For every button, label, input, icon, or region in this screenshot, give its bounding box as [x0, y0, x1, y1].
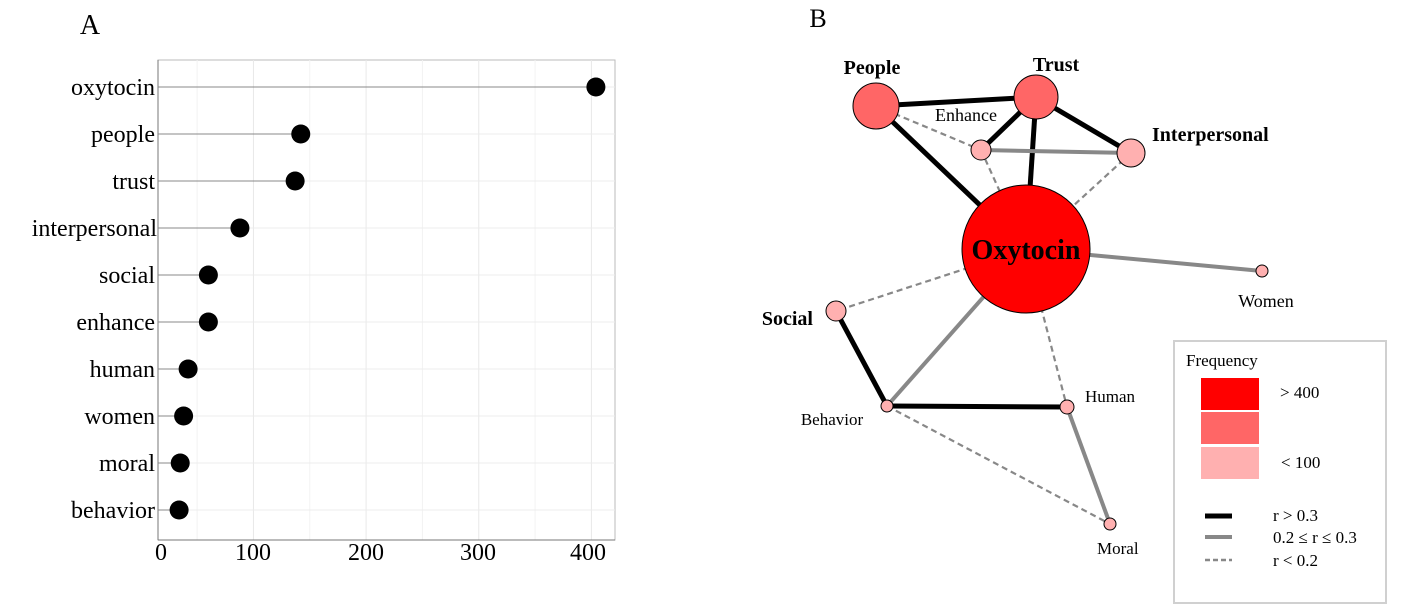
- x-tick-label: 200: [348, 540, 384, 566]
- node-people: [852, 82, 900, 130]
- legend-high-label: > 400: [1280, 383, 1319, 402]
- node-trust: [1013, 74, 1059, 120]
- legend-strong-label: r > 0.3: [1273, 506, 1318, 525]
- node-label-human: Human: [1085, 387, 1136, 406]
- category-label: trust: [112, 169, 155, 195]
- category-label: social: [99, 263, 155, 289]
- node-label-moral: Moral: [1097, 539, 1139, 558]
- node-label-oxytocin: Oxytocin: [972, 235, 1081, 266]
- plot-panel: [157, 59, 616, 541]
- lollipop-point-trust: [285, 171, 305, 191]
- node-label-trust: Trust: [1033, 54, 1080, 76]
- node-label-people: People: [844, 57, 901, 79]
- edge-human-moral: [1065, 406, 1112, 525]
- category-label: interpersonal: [32, 216, 158, 242]
- node-enhance: [970, 139, 992, 161]
- edge-behavior-moral: [886, 405, 1111, 525]
- lollipop-point-human: [178, 359, 198, 379]
- lollipop-point-behavior: [169, 500, 189, 520]
- node-human: [1059, 399, 1075, 415]
- legend-medium-label: 0.2 ≤ r ≤ 0.3: [1273, 528, 1357, 547]
- lollipop-point-social: [198, 265, 218, 285]
- node-moral: [1103, 517, 1117, 531]
- lollipop-point-interpersonal: [230, 218, 250, 238]
- node-label-women: Women: [1238, 291, 1294, 311]
- legend-low-label: < 100: [1281, 453, 1320, 472]
- category-label: women: [84, 404, 155, 430]
- node-label-enhance: Enhance: [935, 105, 997, 125]
- node-label-behavior: Behavior: [801, 410, 864, 429]
- lollipop-point-moral: [170, 453, 190, 473]
- node-interpersonal: [1116, 138, 1146, 168]
- node-label-interpersonal: Interpersonal: [1152, 124, 1269, 146]
- legend-color-low: [1201, 447, 1259, 479]
- legend-color-mid: [1201, 412, 1259, 444]
- network-nodes: People Trust Enhance Interpersonal Oxytocin W…: [762, 54, 1294, 558]
- edge-oxytocin-human: [1024, 248, 1069, 408]
- x-tick-label: 400: [570, 540, 606, 566]
- edge-interpersonal-oxytocin: [1025, 152, 1132, 250]
- node-women: [1255, 264, 1269, 278]
- lollipop-point-people: [291, 124, 311, 144]
- edge-people-trust: [875, 94, 1037, 109]
- lollipop-point-enhance: [198, 312, 218, 332]
- category-label: moral: [99, 451, 155, 477]
- node-oxytocin: [961, 184, 1091, 314]
- lollipop-point-oxytocin: [586, 77, 606, 97]
- edge-social-behavior: [833, 309, 890, 408]
- x-tick-label: 100: [235, 540, 271, 566]
- panel-b-label: B: [809, 4, 826, 33]
- category-label: people: [91, 122, 155, 148]
- node-social: [825, 300, 847, 322]
- category-label: enhance: [76, 310, 155, 336]
- legend: Frequency > 400 < 100 r > 0.3 0.2 ≤ r ≤ …: [1173, 340, 1387, 604]
- legend-color-high: [1201, 378, 1259, 410]
- legend-title: Frequency: [1186, 351, 1258, 370]
- x-tick-label: 300: [460, 540, 496, 566]
- category-label: oxytocin: [71, 75, 155, 101]
- edge-enhance-interpersonal: [980, 148, 1132, 155]
- x-tick-label: 0: [155, 540, 167, 566]
- edge-people-enhance: [875, 104, 982, 152]
- node-behavior: [880, 399, 894, 413]
- node-label-social: Social: [762, 308, 814, 330]
- legend-weak-label: r < 0.2: [1273, 551, 1318, 570]
- category-label: human: [90, 357, 155, 383]
- panel-a-label: A: [80, 10, 101, 41]
- lollipop-point-women: [174, 406, 194, 426]
- lollipop-chart: oxytocin people trust interpersonal social en…: [32, 59, 616, 566]
- category-label: behavior: [71, 498, 155, 524]
- edge-behavior-human: [886, 403, 1068, 410]
